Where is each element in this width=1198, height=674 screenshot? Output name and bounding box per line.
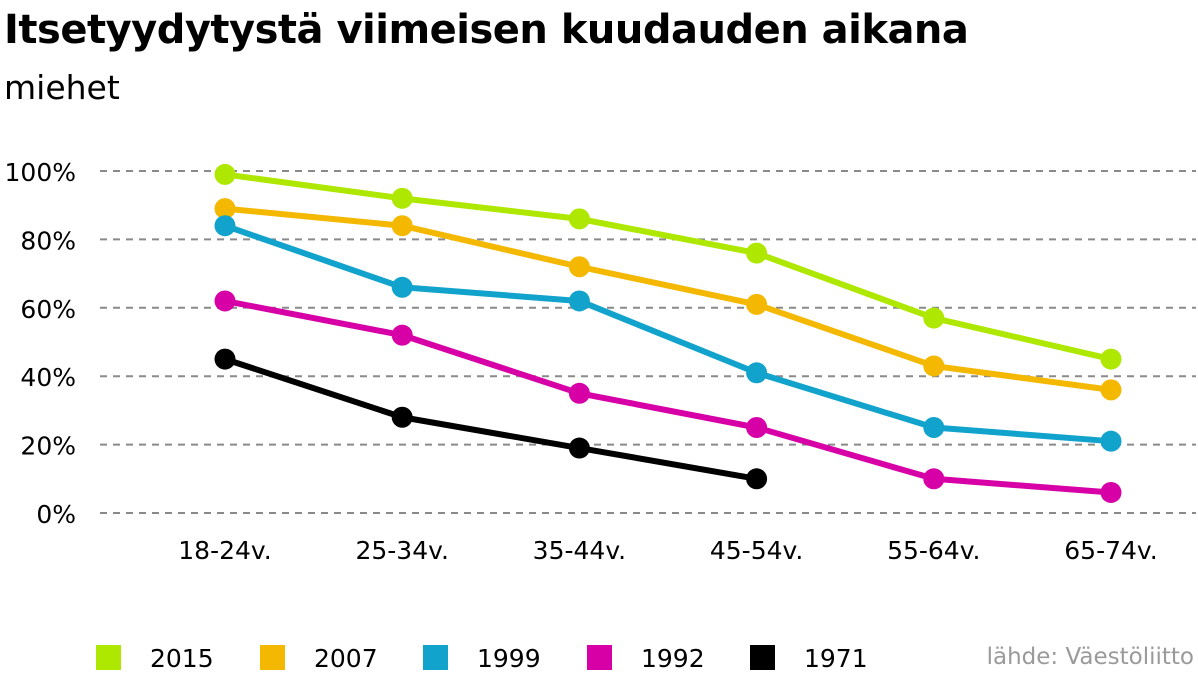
series-1971-point (746, 468, 768, 490)
series-1992-point (391, 324, 413, 346)
y-axis-ticks: 0% 20% 40% 60% 80% 100% (5, 158, 76, 529)
series-2015-point (214, 163, 236, 185)
series-2015-line (222, 171, 1114, 363)
series-1971-point (568, 437, 590, 459)
x-axis-ticks: 18-24v. 25-34v. 35-44v. 45-54v. 55-64v. 65-74… (178, 536, 1157, 565)
series-lines (214, 163, 1122, 503)
series-1999-point (923, 417, 945, 438)
legend-swatch-1971 (750, 645, 775, 670)
x-tick-label: 25-34v. (355, 536, 448, 565)
x-tick-label: 18-24v. (178, 536, 271, 565)
y-tick-label: 80% (20, 226, 76, 255)
series-2015-point (391, 187, 413, 209)
series-2015-point (923, 307, 945, 329)
series-1992-point (568, 382, 590, 404)
series-1992-point (746, 417, 768, 438)
x-tick-label: 45-54v. (710, 536, 803, 565)
series-1992-point (1100, 481, 1122, 503)
x-tick-label: 55-64v. (887, 536, 980, 565)
series-2015-point (1100, 348, 1122, 370)
series-1999-point (568, 290, 590, 312)
series-2015-point (746, 242, 768, 264)
legend-label-2007: 2007 (314, 644, 378, 673)
series-2007-point (391, 215, 413, 237)
series-2015-point (568, 208, 590, 230)
series-1971-point (214, 348, 236, 370)
legend-swatch-2007 (260, 645, 285, 670)
legend-swatch-1992 (587, 645, 612, 670)
x-tick-label: 65-74v. (1064, 536, 1157, 565)
legend-swatch-2015 (96, 645, 121, 670)
series-1971-line (222, 356, 760, 482)
series-1992-line (222, 297, 1114, 496)
series-1992-point (214, 290, 236, 312)
source-note: lähde: Väestöliitto (986, 644, 1194, 670)
chart-subtitle: miehet (4, 68, 120, 107)
y-tick-label: 60% (20, 295, 76, 324)
y-tick-label: 40% (20, 363, 76, 392)
series-2007-line (222, 205, 1114, 393)
legend: 2015 2007 1999 1992 1971 (96, 644, 868, 673)
series-2007-point (746, 293, 768, 315)
series-2007-point (568, 256, 590, 278)
series-1971-point (391, 406, 413, 428)
series-2007-point (1100, 379, 1122, 401)
legend-label-2015: 2015 (150, 644, 214, 673)
legend-label-1971: 1971 (804, 644, 868, 673)
chart-title: Itsetyydytystä viimeisen kuudauden aikan… (4, 7, 969, 53)
series-2007-point (923, 355, 945, 377)
legend-swatch-1999 (423, 645, 448, 670)
y-tick-label: 20% (20, 432, 76, 461)
series-2007-point (214, 198, 236, 220)
series-1999-point (1100, 430, 1122, 452)
legend-label-1992: 1992 (641, 644, 705, 673)
series-1999-line (222, 222, 1114, 445)
series-1999-point (214, 215, 236, 237)
legend-label-1999: 1999 (477, 644, 541, 673)
series-1992-point (923, 468, 945, 490)
series-1999-point (746, 362, 768, 384)
y-tick-label: 0% (36, 500, 76, 529)
y-tick-label: 100% (5, 158, 76, 187)
series-1999-point (391, 276, 413, 298)
x-tick-label: 35-44v. (533, 536, 626, 565)
